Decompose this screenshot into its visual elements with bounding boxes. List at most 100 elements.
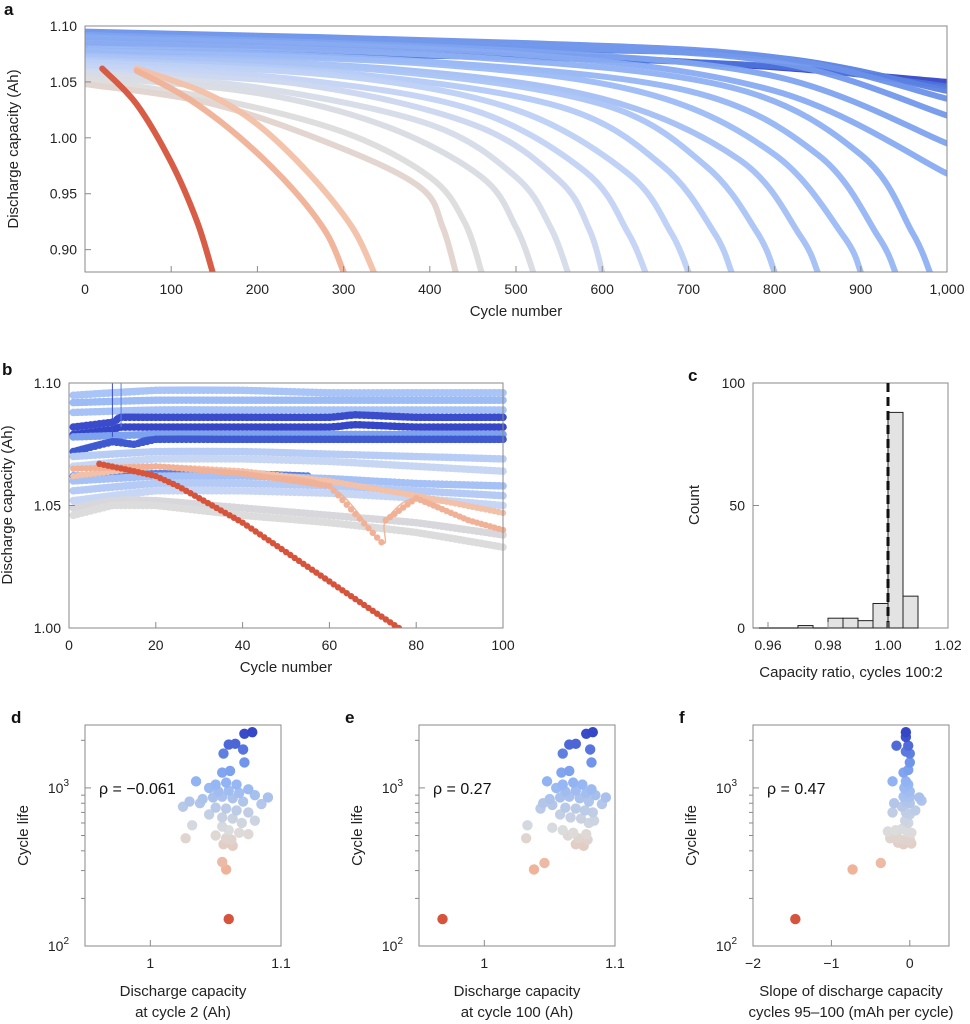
panel-a-lines	[85, 28, 947, 272]
x-tick-label: 0.96	[754, 637, 781, 653]
panel-label-a: a	[4, 0, 14, 19]
scatter-point	[547, 822, 558, 833]
histogram-bar	[857, 620, 874, 629]
panel-c-bars	[753, 411, 919, 629]
series-markers-cell-300	[70, 463, 507, 546]
scatter-point	[570, 738, 581, 750]
scatter-point	[903, 740, 914, 751]
scatter-point	[220, 803, 232, 814]
series-marker	[347, 506, 355, 513]
panel-c: c 0.96 0.98 1.00 1.02 0 50 100 Capacity ratio…	[686, 366, 962, 681]
scatter-point	[584, 744, 596, 755]
series-marker	[378, 539, 385, 546]
scatter-point	[570, 785, 581, 796]
y-tick-label: 102	[382, 936, 404, 954]
histogram-bar	[872, 603, 889, 629]
scatter-point	[539, 857, 550, 869]
series-line-cell-520	[85, 73, 537, 272]
series-line-cell-300	[133, 67, 347, 272]
panel-a-x-label: Cycle number	[470, 303, 563, 320]
scatter-point	[243, 784, 254, 795]
series-markers-light-7	[69, 396, 507, 407]
x-tick-label: 500	[504, 281, 528, 297]
scatter-point	[577, 779, 588, 790]
scatter-point	[262, 792, 274, 803]
x-tick-label: 300	[332, 281, 356, 297]
scatter-point	[180, 833, 191, 844]
scatter-point	[237, 796, 249, 807]
panel-b-lines	[69, 383, 507, 628]
scatter-point	[583, 796, 595, 807]
x-tick-label: 1	[480, 955, 488, 971]
panel-e-y-label: Cycle life	[349, 805, 366, 866]
scatter-point	[887, 807, 898, 818]
series-line-cell-150	[99, 65, 216, 272]
panel-b-series	[69, 383, 507, 628]
scatter-point	[570, 803, 581, 814]
x-tick-label: 0.98	[814, 637, 841, 653]
x-tick-label: 1.1	[605, 955, 625, 971]
series-line-cell-900	[85, 47, 864, 272]
scatter-point	[184, 796, 195, 807]
y-tick-label: 1.05	[50, 74, 77, 90]
scatter-point	[579, 805, 591, 816]
series-markers-gray-low	[69, 501, 507, 551]
x-tick-label: 900	[849, 281, 873, 297]
scatter-point	[541, 776, 553, 787]
panel-c-y-label: Count	[686, 484, 703, 525]
x-tick-label: 1,000	[929, 281, 964, 297]
panel-a-x-ticks: 0 100 200 300 400 500 600 700 800 900 1,000	[81, 266, 965, 297]
scatter-point	[217, 856, 228, 868]
scatter-point	[900, 727, 912, 738]
x-tick-label: 0	[65, 637, 73, 653]
series-markers-dark-2	[69, 411, 507, 431]
series-marker	[326, 482, 333, 490]
y-tick-label: 1.05	[34, 498, 61, 514]
x-tick-label: 20	[148, 637, 164, 653]
scatter-point	[556, 767, 567, 778]
panel-b-x-ticks: 0 20 40 60 80 100	[65, 622, 515, 653]
y-tick-label: 103	[382, 778, 404, 796]
histogram-bar	[827, 617, 844, 629]
scatter-point	[437, 913, 448, 925]
panel-a-y-ticks: 0.90 0.95 1.00 1.05 1.10	[50, 18, 91, 258]
series-markers-cell-150	[96, 460, 403, 628]
scatter-point	[217, 821, 228, 832]
panel-e-x-label-line2: at cycle 100 (Ah)	[461, 1004, 574, 1021]
x-tick-label: 80	[408, 637, 424, 653]
series-line-cell-980	[85, 39, 933, 272]
panel-label-d: d	[11, 708, 21, 727]
scatter-point	[210, 779, 221, 790]
y-tick-label: 103	[716, 778, 738, 796]
scatter-point	[790, 913, 801, 925]
scatter-point	[249, 815, 261, 826]
scatter-point	[564, 765, 575, 777]
panel-f-y-label: Cycle life	[683, 805, 700, 866]
scatter-point	[210, 830, 221, 841]
scatter-point	[217, 767, 228, 778]
panel-f: f −2 −1 0 102 103 ρ = 0.47 Cycle life Slope of d…	[679, 708, 954, 1021]
scatter-point	[236, 817, 247, 829]
series-line-cell-600	[85, 67, 606, 272]
x-tick-label: 40	[235, 637, 251, 653]
scatter-point	[220, 833, 232, 844]
panel-label-c: c	[688, 366, 697, 385]
scatter-point	[220, 777, 232, 788]
x-tick-label: 1.02	[934, 637, 961, 653]
scatter-point	[887, 776, 898, 787]
panel-f-x-label-line2: cycles 95–100 (mAh per cycle)	[748, 1004, 953, 1021]
series-marker	[334, 492, 342, 499]
panel-d-y-ticks: 102 103	[48, 778, 91, 954]
panel-label-f: f	[679, 708, 685, 727]
scatter-point	[239, 728, 250, 739]
series-marker	[330, 487, 337, 494]
scatter-point	[243, 828, 254, 840]
x-tick-label: 0	[906, 955, 914, 971]
x-tick-label: 60	[322, 637, 338, 653]
scatter-point	[230, 738, 241, 750]
x-tick-label: 100	[491, 637, 515, 653]
panel-d-x-ticks: 1 1.1	[146, 940, 291, 971]
scatter-point	[557, 779, 568, 790]
series-markers-light-6	[69, 406, 507, 417]
